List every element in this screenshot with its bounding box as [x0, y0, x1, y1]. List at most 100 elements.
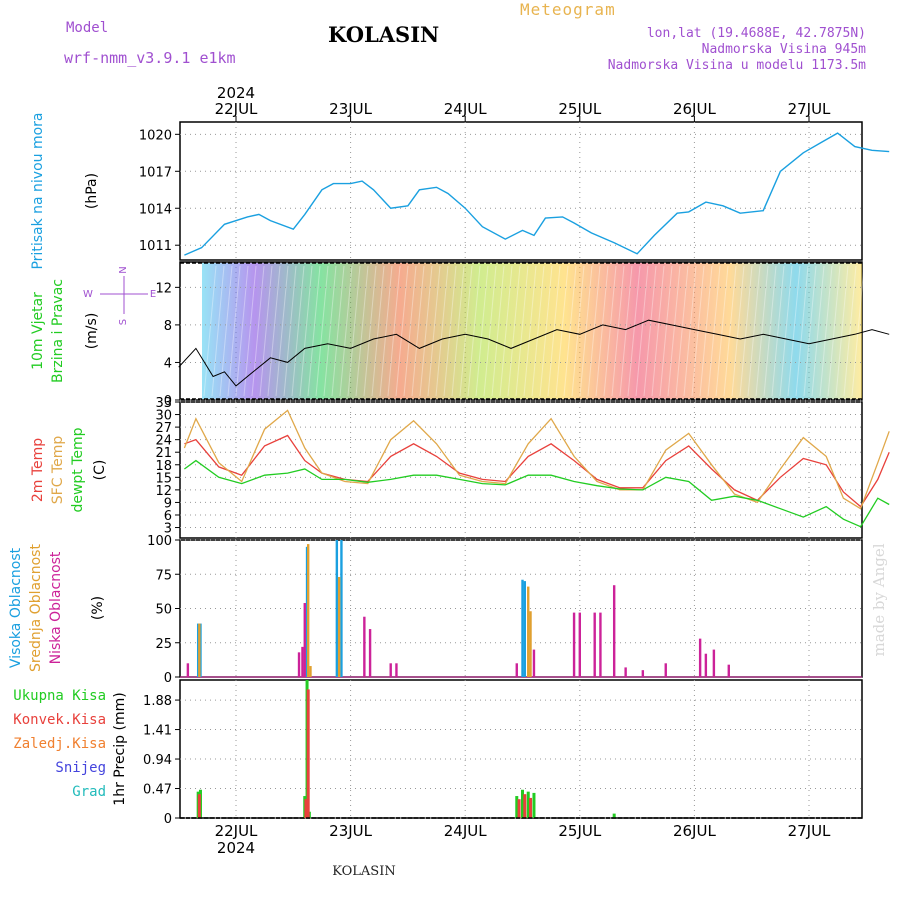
wind-barb	[267, 265, 281, 397]
cloud-bar	[704, 653, 708, 677]
compass-north: N	[118, 266, 129, 273]
wind-barb	[203, 265, 217, 397]
day-label-top: 23JUL	[329, 100, 372, 118]
precip-bar	[529, 797, 533, 818]
cloud-bar	[572, 612, 576, 677]
wind-barb	[731, 265, 745, 397]
wind-barb	[291, 265, 305, 397]
wind-barb	[771, 265, 785, 397]
y-tick-label: 12	[155, 484, 172, 499]
wind-barb	[371, 265, 385, 397]
wind-barb	[427, 265, 441, 397]
cloud-bar	[395, 663, 398, 677]
year-label-bottom: 2024	[217, 839, 255, 857]
wind-barb	[363, 265, 377, 397]
wind-barb	[827, 265, 841, 397]
temp-ylabel-dewpt: dewpt Temp	[70, 427, 86, 512]
wind-speed-line	[178, 319, 890, 387]
pressure-ylabel: Pritisak na nivou mora	[30, 112, 46, 269]
station-title: KOLASIN	[328, 22, 440, 47]
day-label-bottom: 24JUL	[444, 822, 487, 840]
precip-legend-3: Snijeg	[55, 760, 106, 776]
day-label-top: 22JUL	[215, 100, 258, 118]
cloud-bar	[340, 540, 343, 677]
footer-station: KOLASIN	[332, 864, 395, 879]
credit-watermark: made by Angel	[870, 543, 888, 656]
cloud-ylabel-low: Niska Oblacnost	[48, 551, 64, 664]
wind-barb	[523, 265, 537, 397]
precip-bar	[532, 792, 536, 818]
wind-barb	[707, 265, 721, 397]
cloud-bar	[303, 603, 306, 677]
precip-bar	[197, 794, 201, 818]
wind-barb	[403, 265, 417, 397]
y-tick-label: 24	[155, 434, 172, 449]
precip-legend-2: Zaledj.Kisa	[13, 736, 106, 752]
y-tick-label: 1020	[139, 128, 172, 143]
wind-barb	[571, 265, 585, 397]
y-tick-label: 27	[155, 421, 172, 436]
cloud-bar	[612, 585, 616, 677]
wind-barb	[531, 265, 545, 397]
compass-east: E	[150, 289, 156, 300]
cloud-bar	[712, 649, 716, 677]
precip-bar	[304, 799, 308, 818]
cloud-bar	[664, 663, 667, 677]
altitude-info: Nadmorska Visina 945m	[701, 42, 866, 57]
y-tick-label: 25	[155, 637, 172, 652]
day-label-top: 27JUL	[788, 100, 831, 118]
y-tick-label: 0	[164, 671, 172, 686]
wind-barb	[323, 265, 337, 397]
cloud-bar	[527, 586, 530, 677]
wind-barb	[851, 265, 865, 397]
temp-ylabel-2m: 2m Temp	[30, 438, 46, 502]
precip-legend-0: Ukupna Kisa	[13, 688, 106, 704]
y-tick-label: 0	[164, 394, 172, 409]
day-label-bottom: 22JUL	[215, 822, 258, 840]
y-tick-label: 3	[164, 522, 172, 537]
temp-series-0	[184, 434, 890, 508]
day-label-bottom: 26JUL	[673, 822, 716, 840]
y-tick-label: 15	[155, 471, 172, 486]
y-tick-label: 12	[155, 281, 172, 296]
y-tick-label: 75	[155, 568, 172, 583]
day-label-bottom: 25JUL	[558, 822, 601, 840]
precip-bar	[612, 813, 616, 818]
wind-barb	[627, 265, 641, 397]
y-tick-label: 1011	[139, 239, 172, 254]
panel-frame-pressure	[179, 121, 863, 261]
cloud-bar	[532, 649, 536, 677]
pressure-line	[184, 132, 890, 256]
wind-barb	[411, 265, 425, 397]
y-tick-label: 21	[155, 446, 172, 461]
cloud-bar	[389, 663, 392, 677]
wind-unit: (m/s)	[84, 313, 100, 350]
cloud-bar	[306, 544, 310, 677]
cloud-bar	[335, 540, 339, 677]
y-tick-label: 18	[155, 459, 172, 474]
cloud-bar	[297, 652, 301, 677]
cloud-bar	[186, 663, 190, 677]
cloud-bar	[727, 664, 730, 677]
wind-barb	[443, 265, 457, 397]
y-tick-label: 100	[147, 534, 172, 549]
day-label-top: 26JUL	[673, 100, 716, 118]
wind-barb	[227, 265, 241, 397]
y-tick-label: 50	[155, 603, 172, 618]
compass-west: W	[83, 289, 93, 300]
cloud-bar	[593, 612, 596, 677]
lonlat-info: lon,lat (19.4688E, 42.7875N)	[646, 26, 866, 41]
day-label-top: 24JUL	[444, 100, 487, 118]
y-tick-label: 8	[164, 319, 172, 334]
wind-barb	[787, 265, 801, 397]
y-tick-label: 0	[164, 812, 172, 827]
wind-barb	[763, 265, 777, 397]
precip-bar	[526, 791, 530, 818]
y-tick-label: 1014	[139, 202, 172, 217]
model-label: Model	[66, 20, 109, 36]
precip-legend-4: Grad	[72, 784, 106, 800]
precip-bar	[306, 689, 310, 818]
wind-barb	[723, 265, 737, 397]
wind-barb	[811, 265, 825, 397]
